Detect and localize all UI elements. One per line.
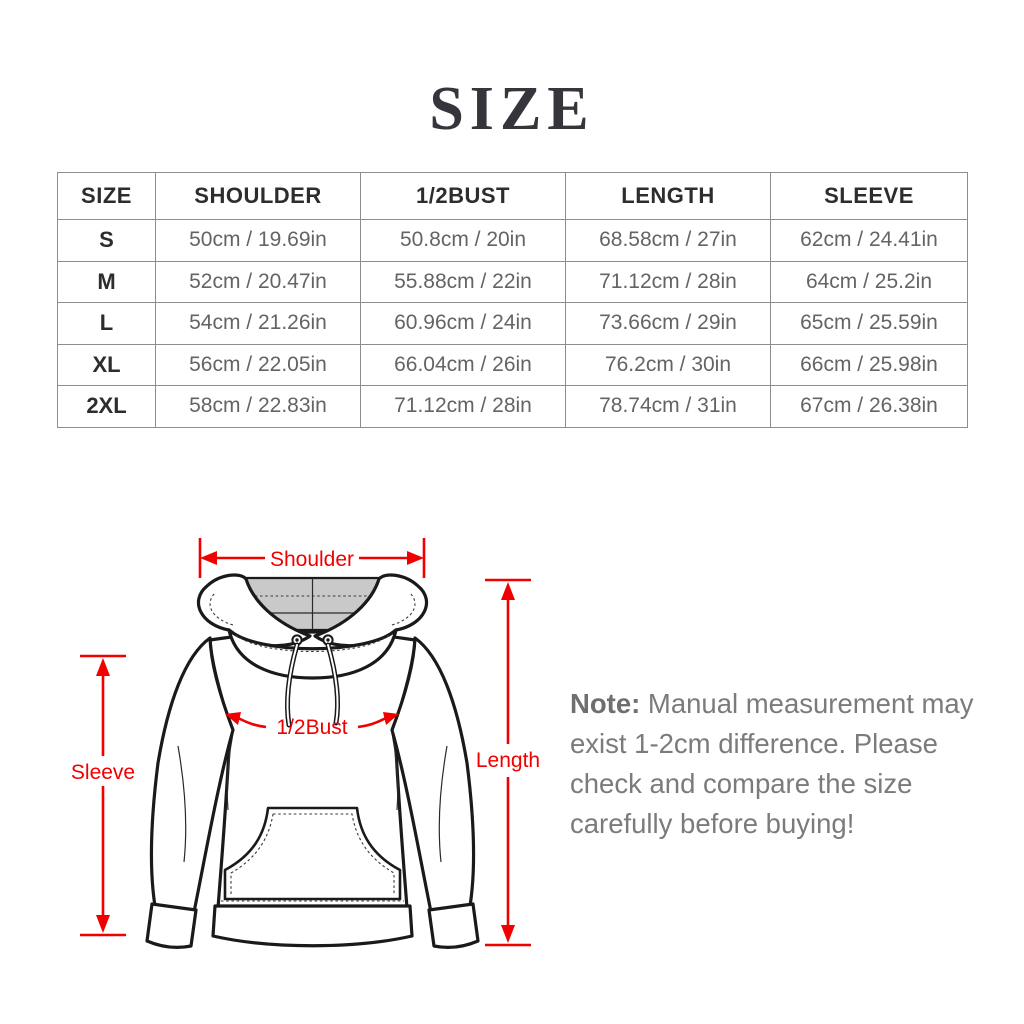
cell-length: 73.66cm / 29in (565, 302, 771, 345)
measurement-note: Note: Manual measurement may exist 1-2cm… (570, 684, 974, 844)
table-header-row: SIZE SHOULDER 1/2BUST LENGTH SLEEVE (57, 172, 968, 220)
cell-length: 78.74cm / 31in (565, 385, 771, 428)
table-row: M 52cm / 20.47in 55.88cm / 22in 71.12cm … (57, 260, 968, 303)
cell-length: 71.12cm / 28in (565, 260, 771, 303)
shoulder-dimension-arrow: Shoulder (198, 538, 426, 578)
column-header-size: SIZE (57, 172, 156, 220)
page-title: SIZE (429, 75, 595, 143)
sleeve-dimension-arrow: Sleeve (71, 654, 135, 937)
bust-dimension-arrow: 1/2Bust (225, 712, 399, 739)
length-arrow-label: Length (476, 749, 540, 772)
column-header-shoulder: SHOULDER (155, 172, 361, 220)
note-text: Manual measurement may exist 1-2cm diffe… (570, 688, 974, 839)
column-header-length: LENGTH (565, 172, 771, 220)
cell-size: 2XL (57, 385, 156, 428)
cell-shoulder: 56cm / 22.05in (155, 343, 361, 386)
size-table: SIZE SHOULDER 1/2BUST LENGTH SLEEVE S 50… (57, 172, 968, 428)
table-row: L 54cm / 21.26in 60.96cm / 24in 73.66cm … (57, 302, 968, 345)
cell-bust: 71.12cm / 28in (360, 385, 566, 428)
cell-sleeve: 62cm / 24.41in (770, 219, 968, 262)
cell-shoulder: 54cm / 21.26in (155, 302, 361, 345)
sleeve-arrow-label: Sleeve (71, 761, 135, 784)
cell-bust: 55.88cm / 22in (360, 260, 566, 303)
table-row: XL 56cm / 22.05in 66.04cm / 26in 76.2cm … (57, 343, 968, 386)
column-header-sleeve: SLEEVE (770, 172, 968, 220)
cell-shoulder: 58cm / 22.83in (155, 385, 361, 428)
shoulder-arrow-label: Shoulder (270, 548, 354, 571)
cell-length: 68.58cm / 27in (565, 219, 771, 262)
cell-sleeve: 64cm / 25.2in (770, 260, 968, 303)
cell-size: M (57, 260, 156, 303)
cell-bust: 50.8cm / 20in (360, 219, 566, 262)
cell-size: XL (57, 343, 156, 386)
cell-sleeve: 65cm / 25.59in (770, 302, 968, 345)
measurement-diagram: Shoulder Sleeve Length 1/2Bust (71, 538, 540, 949)
cell-shoulder: 52cm / 20.47in (155, 260, 361, 303)
length-dimension-arrow: Length (476, 578, 540, 947)
cell-shoulder: 50cm / 19.69in (155, 219, 361, 262)
table-row: 2XL 58cm / 22.83in 71.12cm / 28in 78.74c… (57, 385, 968, 428)
cell-bust: 60.96cm / 24in (360, 302, 566, 345)
cell-sleeve: 67cm / 26.38in (770, 385, 968, 428)
note-label: Note: (570, 688, 641, 719)
cell-bust: 66.04cm / 26in (360, 343, 566, 386)
cell-size: L (57, 302, 156, 345)
cell-size: S (57, 219, 156, 262)
cell-length: 76.2cm / 30in (565, 343, 771, 386)
table-row: S 50cm / 19.69in 50.8cm / 20in 68.58cm /… (57, 219, 968, 262)
cell-sleeve: 66cm / 25.98in (770, 343, 968, 386)
column-header-bust: 1/2BUST (360, 172, 566, 220)
bust-arrow-label: 1/2Bust (276, 716, 347, 739)
hoodie-illustration (145, 573, 480, 949)
